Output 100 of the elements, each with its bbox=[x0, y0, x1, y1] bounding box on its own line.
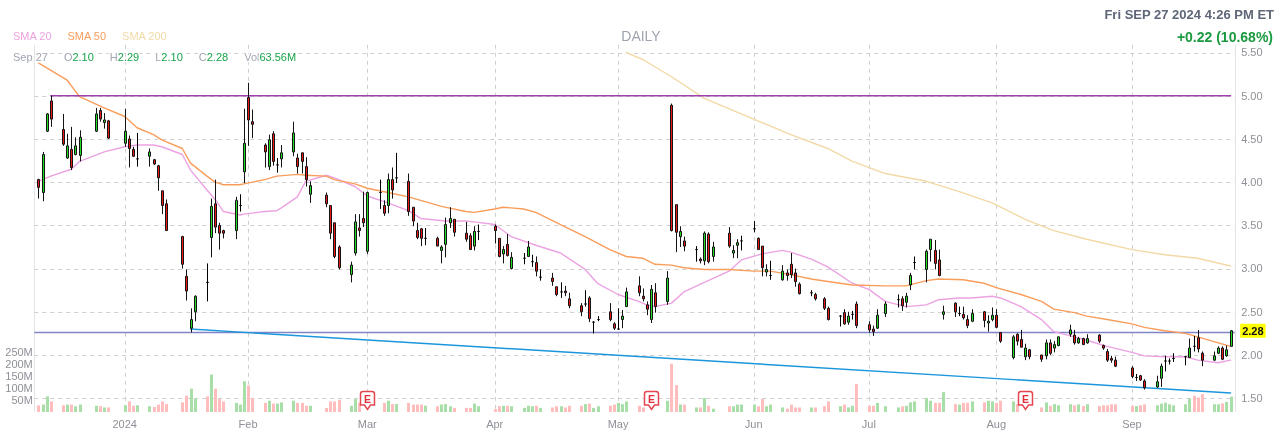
y2-tick-label: 100M bbox=[5, 381, 33, 394]
bar bbox=[354, 399, 357, 412]
candlestick bbox=[1164, 355, 1167, 372]
bar bbox=[905, 405, 908, 412]
bar bbox=[987, 400, 990, 412]
bar bbox=[1040, 407, 1043, 412]
bar bbox=[407, 402, 410, 412]
candlestick bbox=[301, 152, 304, 175]
x-tick-label: Sep bbox=[1122, 418, 1142, 430]
bar bbox=[695, 407, 698, 412]
bar bbox=[494, 409, 497, 412]
candlestick bbox=[1225, 344, 1228, 358]
candlestick bbox=[1114, 356, 1117, 368]
bar bbox=[161, 401, 164, 412]
bar bbox=[855, 383, 858, 412]
bar bbox=[897, 407, 900, 412]
bar bbox=[699, 407, 702, 412]
candlestick bbox=[1106, 348, 1109, 363]
bar bbox=[66, 404, 69, 412]
bar bbox=[1106, 405, 1109, 412]
candlestick bbox=[901, 295, 904, 312]
bar bbox=[469, 407, 472, 412]
candlestick bbox=[1073, 329, 1076, 346]
bar bbox=[506, 405, 509, 412]
y-tick-label: 5.00 bbox=[1241, 89, 1263, 102]
y2-tick-label: 200M bbox=[5, 357, 33, 370]
candlestick bbox=[243, 108, 246, 184]
bar bbox=[128, 401, 131, 412]
candlestick bbox=[148, 147, 151, 168]
bar bbox=[444, 404, 447, 412]
bar bbox=[1221, 403, 1224, 412]
x-tick-label: 2024 bbox=[112, 418, 137, 430]
candlestick bbox=[588, 295, 591, 323]
bar bbox=[510, 406, 513, 412]
bar bbox=[1197, 397, 1200, 412]
bar bbox=[790, 404, 793, 412]
bar bbox=[424, 405, 427, 412]
bar bbox=[991, 401, 994, 412]
candlestick bbox=[280, 144, 283, 168]
bar bbox=[190, 388, 193, 412]
bar bbox=[280, 402, 283, 412]
candlestick bbox=[642, 287, 645, 302]
candlestick bbox=[1193, 335, 1196, 353]
candlestick bbox=[555, 286, 558, 297]
candlestick bbox=[1131, 365, 1134, 379]
annotation: E bbox=[1021, 392, 1030, 405]
bar bbox=[247, 385, 250, 412]
candlestick bbox=[613, 321, 616, 331]
bar bbox=[264, 402, 267, 412]
candlestick bbox=[1102, 344, 1105, 351]
candlestick bbox=[905, 292, 908, 308]
candlestick bbox=[62, 113, 65, 147]
bar bbox=[938, 402, 941, 412]
bar bbox=[901, 406, 904, 412]
candlestick bbox=[617, 307, 620, 331]
bar bbox=[679, 404, 682, 412]
bar bbox=[70, 404, 73, 412]
candlestick bbox=[995, 308, 998, 329]
bar bbox=[535, 405, 538, 412]
candlestick bbox=[868, 320, 871, 334]
bar bbox=[995, 402, 998, 412]
bar bbox=[148, 406, 151, 412]
candlestick bbox=[251, 109, 254, 139]
candlestick bbox=[247, 82, 250, 147]
candlestick bbox=[535, 255, 538, 277]
x-tick-label: Jun bbox=[744, 418, 763, 430]
candlestick bbox=[37, 178, 40, 200]
bar bbox=[983, 402, 986, 412]
text: SMA 50 bbox=[67, 30, 107, 42]
bar bbox=[473, 403, 476, 412]
candlestick bbox=[1160, 363, 1163, 388]
bar bbox=[539, 407, 542, 412]
bar bbox=[338, 399, 341, 412]
bar bbox=[1049, 405, 1052, 412]
y-tick-label: 2.50 bbox=[1241, 305, 1263, 318]
bar bbox=[124, 405, 127, 412]
candlestick bbox=[268, 134, 271, 171]
bar bbox=[420, 404, 423, 412]
line-series bbox=[37, 62, 1232, 348]
bar bbox=[1201, 394, 1204, 412]
candlestick bbox=[1197, 329, 1200, 353]
x-tick-label: May bbox=[607, 418, 629, 430]
candlestick bbox=[477, 224, 480, 241]
bar bbox=[185, 395, 188, 412]
annotation: L2.10 bbox=[155, 51, 183, 63]
bar bbox=[214, 388, 217, 412]
bar bbox=[761, 399, 764, 412]
bar bbox=[309, 405, 312, 412]
bar bbox=[839, 406, 842, 412]
bar bbox=[1230, 396, 1233, 412]
bar bbox=[670, 363, 673, 412]
candlestick bbox=[395, 152, 398, 184]
bar bbox=[210, 374, 213, 412]
candlestick bbox=[740, 235, 743, 251]
bar bbox=[683, 404, 686, 412]
candlestick bbox=[424, 227, 427, 246]
candlestick bbox=[157, 164, 160, 192]
bar bbox=[798, 407, 801, 412]
bar bbox=[1188, 398, 1191, 412]
bar bbox=[79, 404, 82, 412]
